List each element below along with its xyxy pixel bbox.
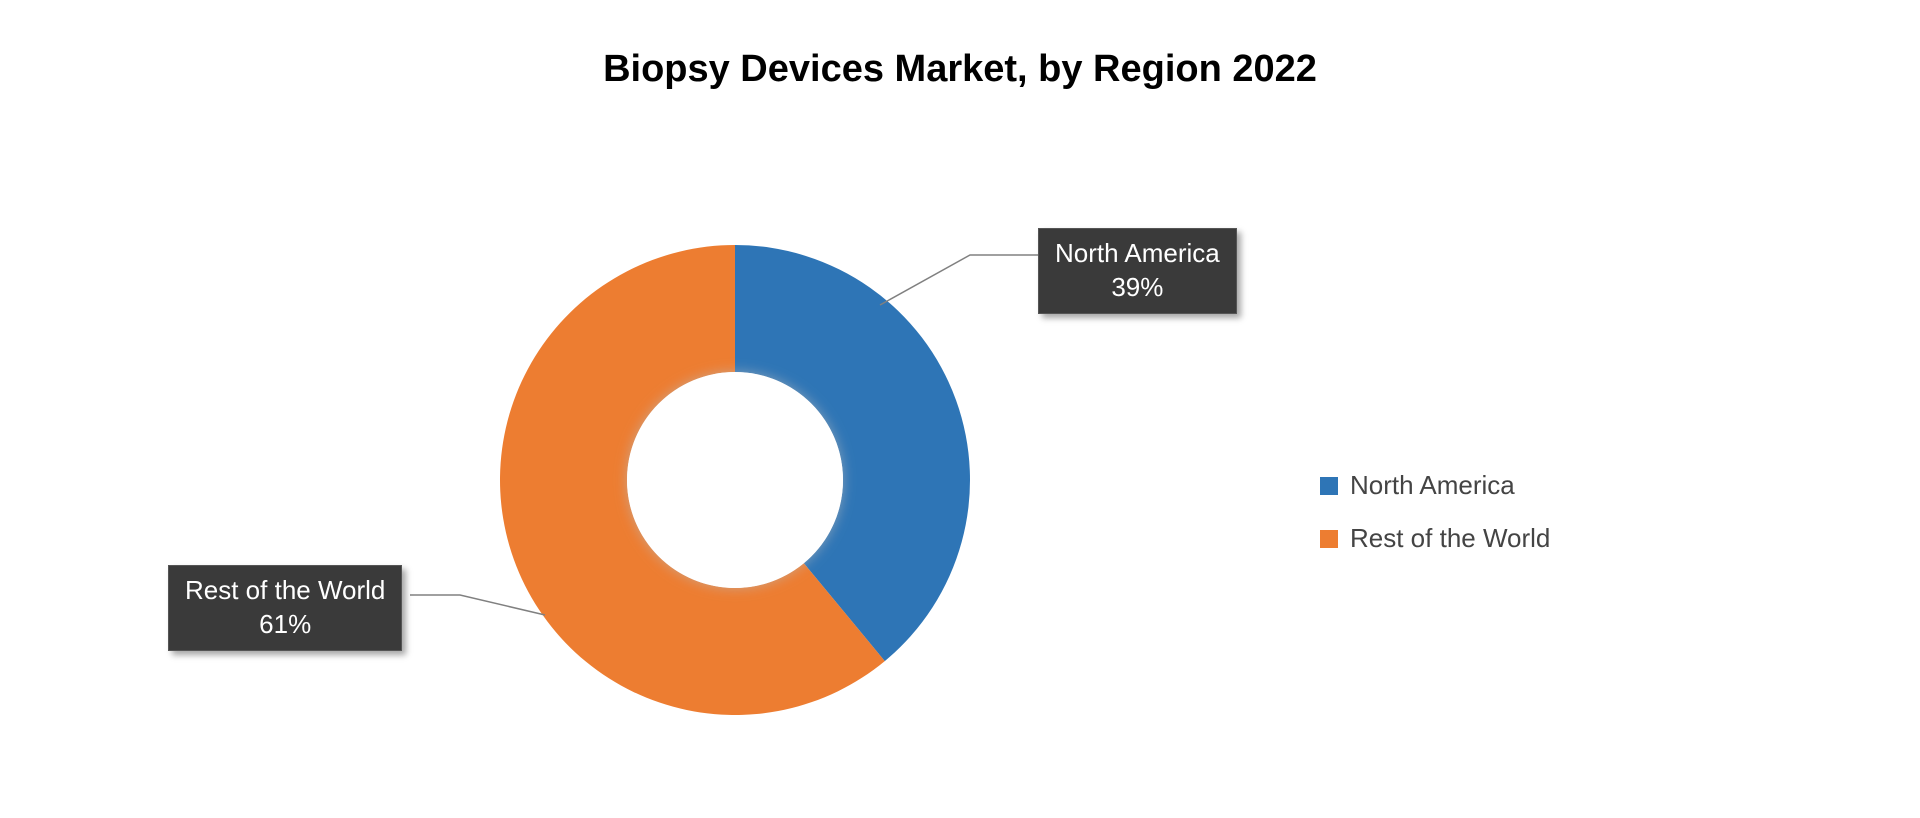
donut-chart — [0, 0, 1920, 818]
legend-swatch — [1320, 530, 1338, 548]
leader-line-na — [880, 255, 1038, 305]
leader-line-row — [410, 595, 545, 615]
chart-legend: North America Rest of the World — [1320, 470, 1550, 576]
callout-label: North America — [1055, 237, 1220, 271]
donut-hole — [627, 372, 843, 588]
callout-north-america: North America 39% — [1038, 228, 1237, 314]
legend-item-rest-of-world: Rest of the World — [1320, 523, 1550, 554]
legend-label: Rest of the World — [1350, 523, 1550, 554]
callout-rest-of-world: Rest of the World 61% — [168, 565, 402, 651]
legend-label: North America — [1350, 470, 1515, 501]
callout-percent: 39% — [1055, 271, 1220, 305]
legend-item-north-america: North America — [1320, 470, 1550, 501]
legend-swatch — [1320, 477, 1338, 495]
callout-percent: 61% — [185, 608, 385, 642]
callout-label: Rest of the World — [185, 574, 385, 608]
